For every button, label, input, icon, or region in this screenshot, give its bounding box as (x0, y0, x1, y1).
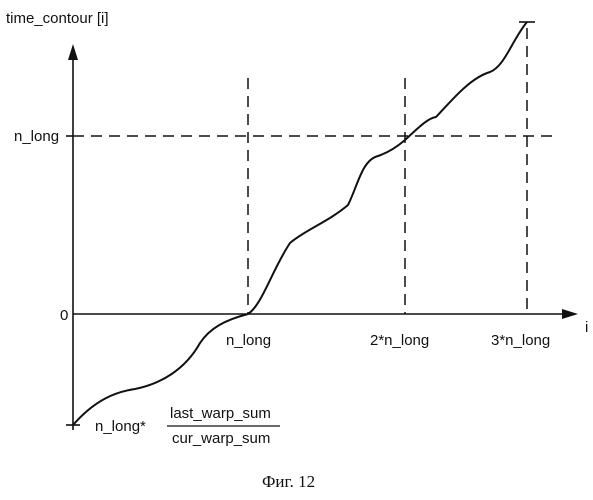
x-tick-label-2n-long: 2*n_long (370, 332, 429, 349)
x-axis-arrow (562, 309, 578, 319)
y-tick-label-zero: 0 (60, 307, 68, 324)
figure-caption: Фиг. 12 (262, 472, 315, 491)
x-tick-label-n-long: n_long (226, 332, 271, 349)
y-tick-label-n-long: n_long (14, 128, 59, 145)
x-axis-label: i (585, 319, 588, 336)
start-value-numerator: last_warp_sum (170, 405, 271, 422)
time-contour-curve (73, 22, 527, 425)
x-tick-label-3n-long: 3*n_long (491, 332, 550, 349)
y-axis-label: time_contour [i] (6, 10, 109, 27)
start-value-denominator: cur_warp_sum (172, 430, 270, 447)
y-axis-arrow (68, 44, 78, 60)
start-value-prefix: n_long* (95, 418, 146, 435)
